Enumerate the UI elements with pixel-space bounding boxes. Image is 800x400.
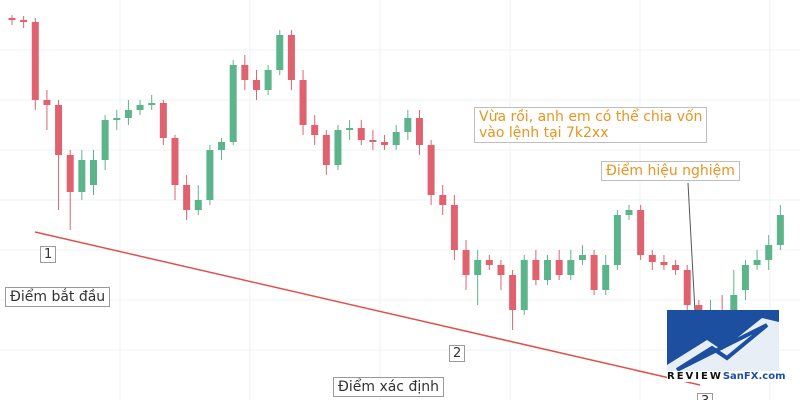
candle-body — [241, 65, 249, 80]
candle-body — [276, 35, 284, 70]
label-confirm: Điểm xác định — [333, 377, 444, 397]
candle-body — [369, 140, 377, 142]
candle-body — [346, 128, 354, 130]
candle-body — [741, 265, 749, 290]
candle-body — [404, 118, 412, 132]
candle-body — [590, 255, 598, 290]
candle-body — [136, 105, 144, 110]
candle-body — [287, 35, 295, 80]
candle-body — [578, 255, 586, 260]
note-line: Vừa rồi, anh em có thể chia vốn — [479, 109, 703, 125]
candle-body — [159, 103, 167, 138]
label-start: Điểm bắt đầu — [5, 287, 111, 307]
logo-left: REVIEW — [667, 371, 723, 382]
candle-body — [148, 103, 156, 105]
candle-body — [113, 118, 121, 120]
candle-body — [450, 205, 458, 250]
candle-body — [218, 142, 226, 150]
candle-body — [252, 80, 260, 90]
candle-body — [43, 100, 51, 105]
candle-body — [183, 185, 191, 210]
candle-body — [78, 160, 86, 192]
candle-body — [753, 260, 761, 265]
logo-right: SanFX.com — [722, 371, 786, 382]
candle-body — [544, 260, 552, 280]
candle-body — [101, 120, 109, 160]
candle-body — [683, 270, 691, 305]
label-3: 3 — [697, 393, 714, 400]
candle-body — [124, 110, 132, 118]
candle-body — [485, 260, 493, 265]
label-2: 2 — [449, 345, 466, 362]
candle-body — [357, 128, 365, 140]
candle-body — [474, 260, 482, 275]
candle-body — [532, 260, 540, 280]
candle-body — [20, 20, 28, 22]
label-effective: Điểm hiệu nghiệm — [601, 161, 740, 181]
candle-body — [765, 245, 773, 260]
candle-body — [311, 125, 319, 135]
candle-body — [89, 160, 97, 185]
candle-body — [8, 18, 16, 20]
candle-body — [31, 22, 39, 100]
candle-body — [229, 65, 237, 142]
candle-body — [660, 262, 668, 265]
candle-body — [672, 265, 680, 270]
candle-body — [625, 210, 633, 215]
candle-body — [637, 210, 645, 255]
logo-art — [667, 318, 779, 380]
candle-body — [194, 200, 202, 210]
candle-body — [381, 142, 389, 145]
candle-body — [613, 215, 621, 265]
candle-body — [334, 130, 342, 165]
candle-body — [55, 105, 63, 155]
note: Vừa rồi, anh em có thể chia vốn vào lệnh… — [474, 107, 708, 143]
candle-body — [66, 155, 74, 192]
candle-body — [602, 265, 610, 290]
candle-body — [555, 260, 563, 275]
candle-body — [497, 265, 505, 275]
candle-body — [299, 80, 307, 125]
candle-body — [322, 135, 330, 165]
candle-body — [520, 260, 528, 310]
candle-body — [439, 195, 447, 205]
logo-text: REVIEWSanFX.com — [667, 371, 786, 382]
candle-body — [462, 250, 470, 275]
candle-body — [264, 70, 272, 90]
candle-body — [206, 150, 214, 200]
note-line: vào lệnh tại 7k2xx — [479, 125, 609, 141]
label-1: 1 — [40, 246, 57, 263]
candle-body — [171, 138, 179, 185]
candle-body — [427, 145, 435, 195]
candle-body — [415, 118, 423, 145]
candle-body — [567, 260, 575, 275]
logo — [667, 310, 779, 380]
candle-body — [392, 132, 400, 145]
trend-line — [34, 231, 701, 386]
candle-body — [776, 215, 784, 245]
candle-body — [648, 255, 656, 262]
pointer-line — [687, 182, 697, 331]
candle-body — [509, 275, 517, 310]
